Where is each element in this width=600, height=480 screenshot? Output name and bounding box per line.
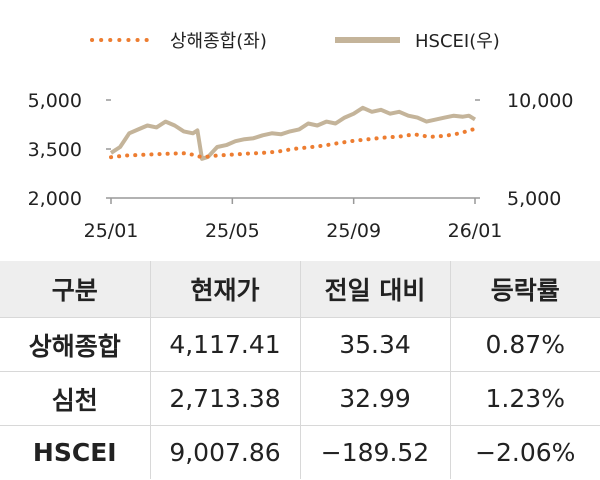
row-rate: −2.06% xyxy=(449,425,600,479)
series-line-hscei xyxy=(109,105,477,161)
row-name: HSCEI xyxy=(0,425,150,479)
line-chart: 상해종합(좌) HSCEI(우) 25/01 25/05 25/09 26/01 2,0… xyxy=(28,31,574,242)
header-category: 구분 xyxy=(0,261,150,318)
table-row: 상해종합 4,117.41 35.34 0.87% xyxy=(0,317,600,372)
x-tick-label: 25/09 xyxy=(326,220,381,242)
chart-area: 상해종합(좌) HSCEI(우) 25/01 25/05 25/09 26/01 2,0… xyxy=(28,31,574,242)
row-price: 2,713.38 xyxy=(149,371,300,426)
y-right-tick-label: 10,000 xyxy=(507,90,573,112)
y-left-tick-label: 5,000 xyxy=(28,90,82,112)
header-current-price: 현재가 xyxy=(149,261,300,318)
x-tick-label: 26/01 xyxy=(448,220,503,242)
table-row: HSCEI 9,007.86 −189.52 −2.06% xyxy=(0,425,600,479)
table-header-row: 구분 현재가 전일 대비 등락률 xyxy=(0,261,600,318)
legend: 상해종합(좌) HSCEI(우) xyxy=(90,31,500,52)
row-change: 35.34 xyxy=(299,317,450,372)
series-line-shanghai xyxy=(109,126,477,160)
row-rate: 0.87% xyxy=(449,317,600,372)
x-tick-label: 25/05 xyxy=(205,220,260,242)
row-price: 9,007.86 xyxy=(149,425,300,479)
table-row: 심천 2,713.38 32.99 1.23% xyxy=(0,371,600,426)
row-name: 심천 xyxy=(0,371,150,426)
y-right-tick-label: 5,000 xyxy=(507,188,561,210)
chart-series xyxy=(109,105,477,161)
index-table: 구분 현재가 전일 대비 등락률 상해종합 4,117.41 35.34 0.8… xyxy=(0,261,600,479)
y-left-tick-label: 3,500 xyxy=(28,139,82,161)
y-left-tick-label: 2,000 xyxy=(28,188,82,210)
row-rate: 1.23% xyxy=(449,371,600,426)
row-price: 4,117.41 xyxy=(149,317,300,372)
row-change: −189.52 xyxy=(299,425,450,479)
axis-ticks: 25/01 25/05 25/09 26/01 2,000 3,500 5,000 5,000… xyxy=(28,90,574,242)
index-table-container: 구분 현재가 전일 대비 등락률 상해종합 4,117.41 35.34 0.8… xyxy=(0,261,600,480)
header-change-rate: 등락률 xyxy=(449,261,600,318)
row-change: 32.99 xyxy=(299,371,450,426)
legend-label-shanghai: 상해종합(좌) xyxy=(170,31,267,52)
x-tick-label: 25/01 xyxy=(84,220,139,242)
legend-label-hscei: HSCEI(우) xyxy=(415,31,500,52)
row-name: 상해종합 xyxy=(0,317,150,372)
header-daily-change: 전일 대비 xyxy=(299,261,450,318)
